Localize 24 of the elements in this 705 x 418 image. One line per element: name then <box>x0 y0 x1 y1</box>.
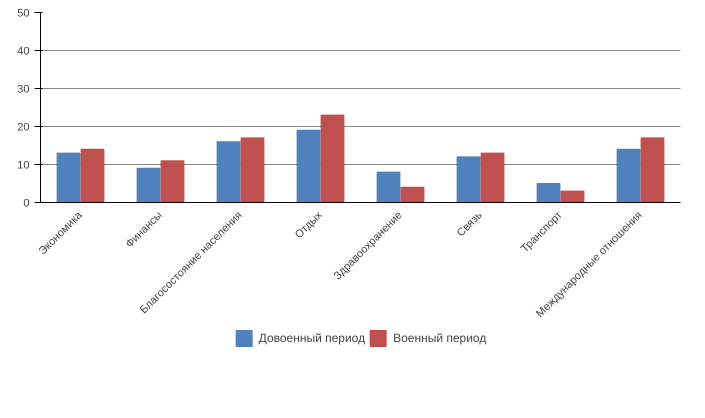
y-tick-label: 20 <box>17 122 30 134</box>
legend-label: Военный период <box>393 331 486 345</box>
y-tick-label: 0 <box>23 198 30 210</box>
bar <box>160 160 184 202</box>
y-tick-label: 30 <box>17 84 30 96</box>
bar <box>320 114 344 202</box>
bar <box>80 148 104 202</box>
bar <box>216 141 240 202</box>
bar <box>240 137 264 202</box>
legend-label: Довоенный период <box>258 331 366 345</box>
y-tick-label: 10 <box>17 160 30 172</box>
bar <box>536 183 560 202</box>
bar <box>640 137 664 202</box>
y-tick-label: 40 <box>17 46 30 58</box>
bar <box>136 168 160 202</box>
bar <box>480 152 504 202</box>
bar <box>376 172 400 202</box>
bar <box>296 130 320 202</box>
bar <box>56 152 80 202</box>
bar <box>560 190 584 202</box>
bar <box>456 156 480 202</box>
y-tick-label: 50 <box>17 8 30 20</box>
bar <box>616 148 640 202</box>
bar <box>400 186 424 202</box>
